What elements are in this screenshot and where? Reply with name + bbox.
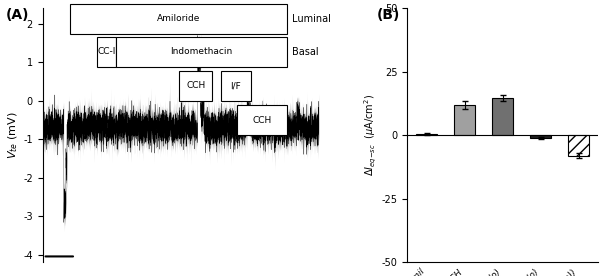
- Text: (A): (A): [6, 8, 30, 22]
- Y-axis label: $\Delta I_{eq\mathregular{-}sc}$  ($\mu$A/cm$^2$): $\Delta I_{eq\mathregular{-}sc}$ ($\mu$A…: [363, 94, 379, 176]
- Text: Amiloride: Amiloride: [157, 14, 200, 23]
- Y-axis label: $V_{te}$ (mV): $V_{te}$ (mV): [7, 112, 21, 159]
- Text: I/F: I/F: [231, 81, 242, 90]
- Text: CC-I: CC-I: [97, 47, 115, 56]
- Bar: [454, 105, 475, 135]
- Bar: [492, 99, 513, 135]
- Bar: [569, 135, 589, 156]
- Bar: [530, 135, 551, 138]
- Text: Luminal: Luminal: [292, 14, 331, 24]
- Text: Basal: Basal: [292, 47, 319, 57]
- Text: Indomethacin: Indomethacin: [170, 47, 232, 56]
- Text: (B): (B): [377, 8, 400, 22]
- Bar: [416, 134, 437, 135]
- Text: CCH: CCH: [253, 116, 272, 125]
- Text: CCH: CCH: [186, 81, 206, 90]
